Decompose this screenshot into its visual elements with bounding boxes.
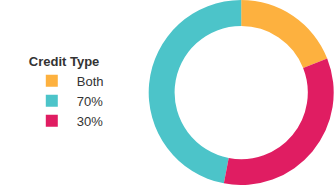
svg-text:Both: Both <box>77 74 104 89</box>
svg-text:30%: 30% <box>77 114 103 129</box>
svg-text:70%: 70% <box>77 94 103 109</box>
svg-text:Credit Type: Credit Type <box>29 54 100 69</box>
